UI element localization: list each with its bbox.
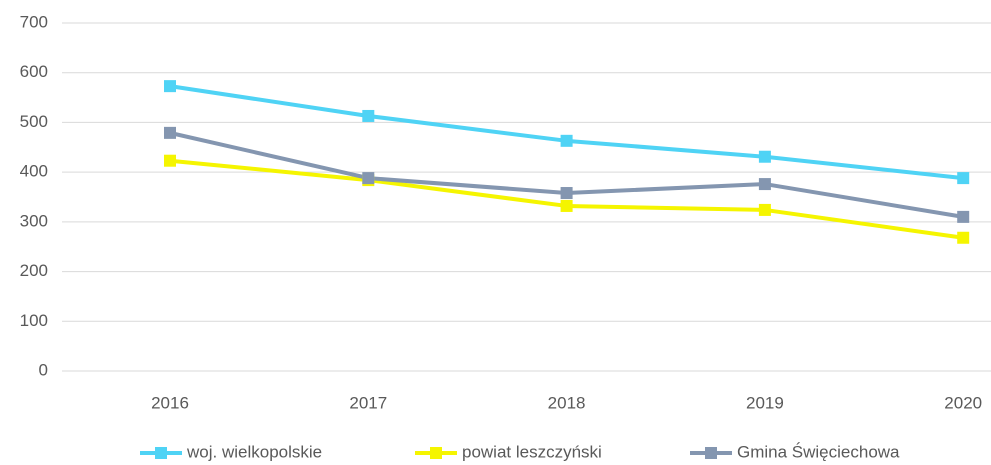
marker: [164, 126, 176, 139]
marker: [758, 203, 771, 216]
legend-marker: [430, 447, 442, 459]
legend-label: Gmina Święciechowa: [737, 442, 900, 461]
y-tick-label: 100: [20, 311, 48, 330]
marker: [957, 231, 970, 244]
series-line: [169, 84, 964, 181]
marker: [957, 210, 970, 223]
x-tick-label: 2019: [746, 393, 784, 412]
y-tick-label: 0: [39, 360, 48, 379]
marker: [164, 154, 176, 167]
y-tick-label: 400: [20, 162, 48, 181]
marker: [560, 187, 573, 200]
marker: [362, 172, 375, 185]
marker: [758, 178, 771, 191]
y-tick-label: 500: [20, 112, 48, 131]
marker: [362, 109, 375, 122]
marker: [164, 80, 176, 93]
marker: [560, 199, 573, 212]
x-tick-label: 2020: [944, 393, 982, 412]
legend-label: powiat leszczyński: [462, 442, 602, 461]
legend-label: woj. wielkopolskie: [186, 442, 322, 461]
y-tick-label: 700: [20, 12, 48, 31]
marker: [758, 150, 771, 163]
y-tick-label: 200: [20, 261, 48, 280]
y-tick-label: 300: [20, 211, 48, 230]
marker: [957, 172, 970, 185]
marker: [560, 134, 573, 147]
legend-marker: [155, 447, 167, 459]
x-tick-label: 2016: [151, 393, 189, 412]
y-tick-label: 600: [20, 62, 48, 81]
x-tick-label: 2018: [548, 393, 586, 412]
legend-marker: [705, 447, 717, 459]
x-tick-label: 2017: [349, 393, 387, 412]
